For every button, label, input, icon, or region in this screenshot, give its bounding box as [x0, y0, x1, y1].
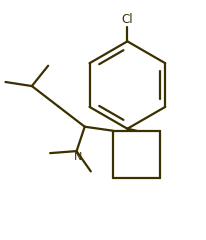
- Text: Cl: Cl: [122, 12, 133, 25]
- Text: N: N: [73, 152, 82, 162]
